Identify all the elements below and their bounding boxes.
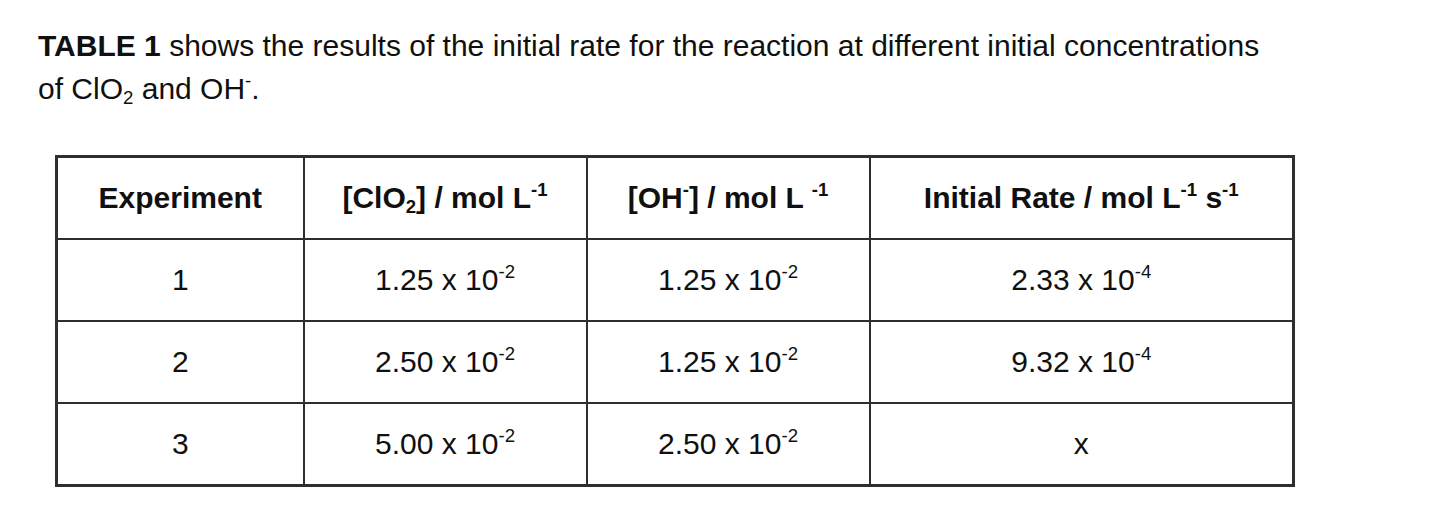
cell-oh-3: 2.50 x 10-2	[587, 403, 870, 486]
results-table: Experiment [ClO2] / mol L-1 [OH-] / mol …	[55, 155, 1295, 487]
column-header-initial-rate: Initial Rate / mol L-1 s-1	[870, 157, 1294, 240]
table-row-experiment-1: 1 1.25 x 10-2 1.25 x 10-2 2.33 x 10-4	[57, 239, 1294, 321]
column-header-clo2-concentration: [ClO2] / mol L-1	[304, 157, 587, 240]
cell-oh-1: 1.25 x 10-2	[587, 239, 870, 321]
cell-oh-2: 1.25 x 10-2	[587, 321, 870, 403]
column-header-oh-concentration: [OH-] / mol L -1	[587, 157, 870, 240]
cell-rate-2: 9.32 x 10-4	[870, 321, 1294, 403]
cell-experiment-1: 1	[57, 239, 304, 321]
table-row-experiment-2: 2 2.50 x 10-2 1.25 x 10-2 9.32 x 10-4	[57, 321, 1294, 403]
column-header-experiment: Experiment	[57, 157, 304, 240]
cell-experiment-3: 3	[57, 403, 304, 486]
cell-clo2-3: 5.00 x 10-2	[304, 403, 587, 486]
table-row-experiment-3: 3 5.00 x 10-2 2.50 x 10-2 x	[57, 403, 1294, 486]
intro-line-1: TABLE 1 shows the results of the initial…	[38, 24, 1259, 67]
intro-line-2: of ClO2 and OH-.	[38, 67, 1259, 110]
cell-rate-3: x	[870, 403, 1294, 486]
header-row: Experiment [ClO2] / mol L-1 [OH-] / mol …	[57, 157, 1294, 240]
intro-paragraph: TABLE 1 shows the results of the initial…	[38, 24, 1259, 110]
cell-rate-1: 2.33 x 10-4	[870, 239, 1294, 321]
cell-clo2-2: 2.50 x 10-2	[304, 321, 587, 403]
cell-experiment-2: 2	[57, 321, 304, 403]
cell-clo2-1: 1.25 x 10-2	[304, 239, 587, 321]
